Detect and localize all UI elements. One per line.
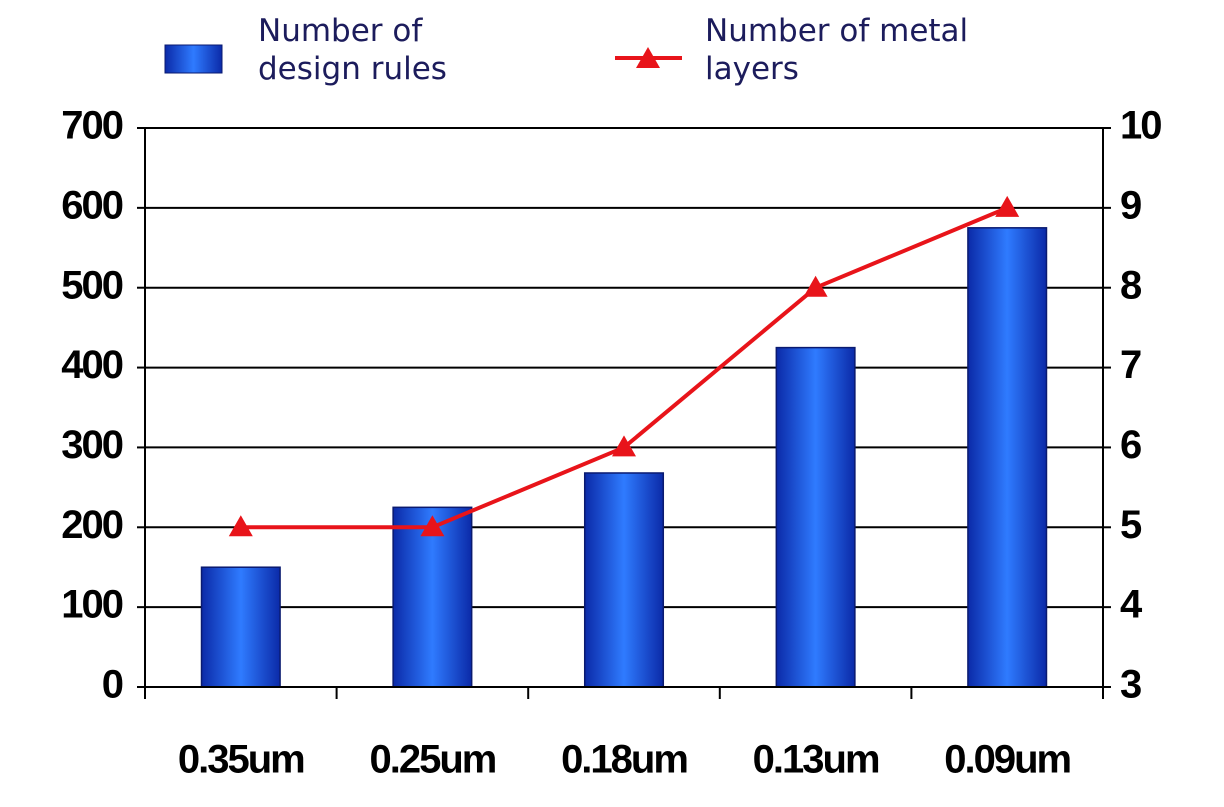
bar: [392, 506, 473, 688]
x-tick-label: 0.18um: [561, 738, 687, 782]
y-tick-label: 100: [61, 583, 122, 627]
y2-tick-label: 3: [1120, 663, 1141, 707]
y-tick-label: 200: [61, 503, 122, 547]
y2-tick-label: 5: [1120, 503, 1142, 547]
line-marker: [612, 435, 636, 457]
bar: [967, 227, 1048, 688]
y-tick-label: 300: [61, 423, 122, 467]
line-marker: [995, 195, 1020, 217]
line-marker: [420, 515, 445, 537]
y-tick-label: 600: [61, 183, 122, 227]
bar: [200, 566, 281, 688]
y-tick-label: 700: [61, 104, 122, 148]
y-tick-label: 500: [61, 263, 122, 307]
bar: [775, 346, 856, 688]
y2-tick-label: 10: [1120, 104, 1161, 148]
y2-tick-label: 6: [1120, 423, 1141, 467]
y-tick-label: 0: [102, 663, 123, 707]
y2-tick-label: 8: [1120, 263, 1142, 307]
legend-line-swatch: [615, 47, 682, 68]
x-tick-label: 0.35um: [178, 738, 304, 782]
x-tick-label: 0.25um: [369, 738, 495, 782]
line-marker: [228, 515, 253, 537]
x-tick-label: 0.13um: [753, 738, 879, 782]
y2-tick-label: 4: [1120, 583, 1143, 627]
legend-bar-swatch: [164, 44, 223, 74]
y-tick-label: 400: [61, 343, 122, 387]
bar: [583, 472, 665, 688]
x-tick-label: 0.09um: [944, 738, 1070, 782]
legend-label: Number of design rules: [258, 13, 447, 87]
y2-tick-label: 7: [1120, 343, 1141, 387]
line-marker: [803, 275, 828, 297]
y2-tick-label: 9: [1120, 183, 1141, 227]
legend-label: Number of metal layers: [705, 13, 969, 87]
